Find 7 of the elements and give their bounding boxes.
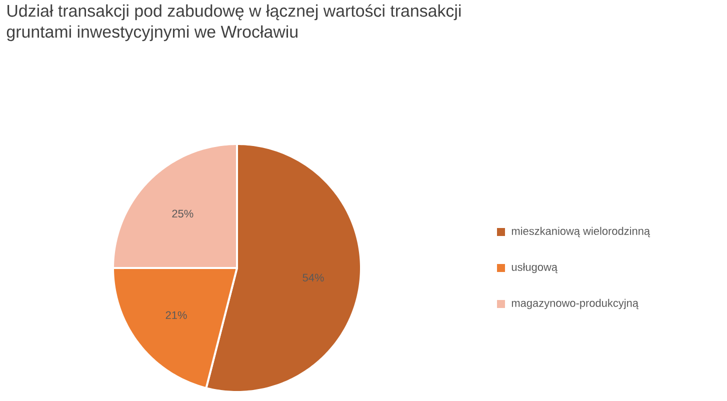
legend-label: usługową	[512, 262, 558, 274]
data-label: 21%	[166, 311, 187, 319]
data-label: 54%	[302, 274, 324, 282]
legend-label: mieszkaniową wielorodzinną	[512, 226, 650, 238]
legend-label: magazynowo-produkcyjną	[512, 298, 638, 310]
chart-title: Udział transakcji pod zabudowę w łącznej wartości transakcji gruntami inwestycyjnymi we Wrocławiu	[6, 4, 461, 42]
data-label: 25%	[172, 210, 194, 218]
